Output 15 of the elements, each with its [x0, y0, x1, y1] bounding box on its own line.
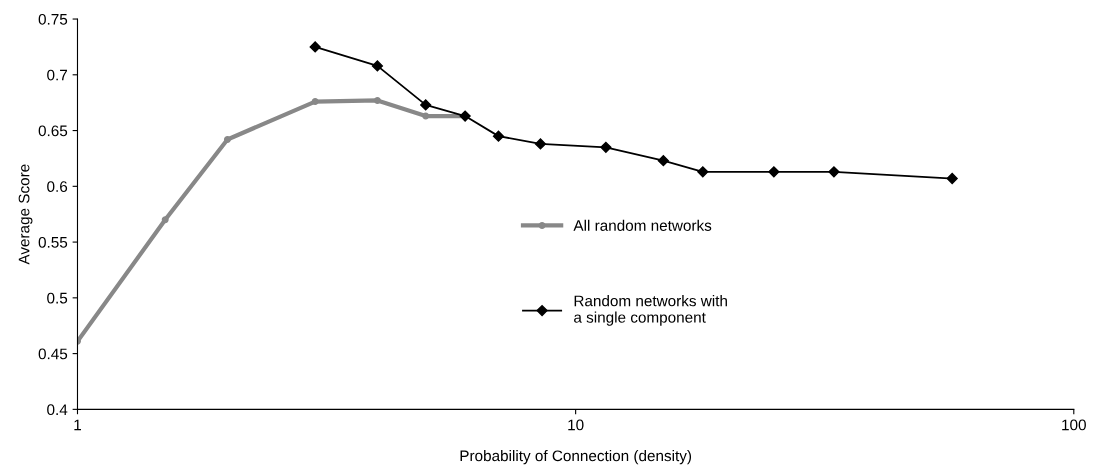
y-tick-label: 0.7: [47, 69, 67, 81]
legend-label: Random networks with a single component: [574, 295, 727, 326]
x-axis-title: Probability of Connection (density): [460, 449, 692, 465]
x-tick-label: 10: [568, 419, 584, 431]
x-tick-label: 100: [1062, 419, 1086, 431]
y-tick-label: 0.55: [38, 236, 68, 248]
y-tick-label: 0.65: [38, 125, 68, 137]
y-tick-label: 0.75: [38, 13, 68, 25]
y-tick-label: 0.45: [38, 348, 68, 360]
x-tick-label: 1: [74, 419, 81, 431]
y-tick-label: 0.5: [47, 292, 68, 304]
y-axis-title: Average Score: [18, 164, 33, 265]
y-tick-label: 0.6: [47, 181, 68, 193]
y-tick-label: 0.4: [47, 404, 68, 416]
legend-label: All random networks: [573, 219, 712, 231]
